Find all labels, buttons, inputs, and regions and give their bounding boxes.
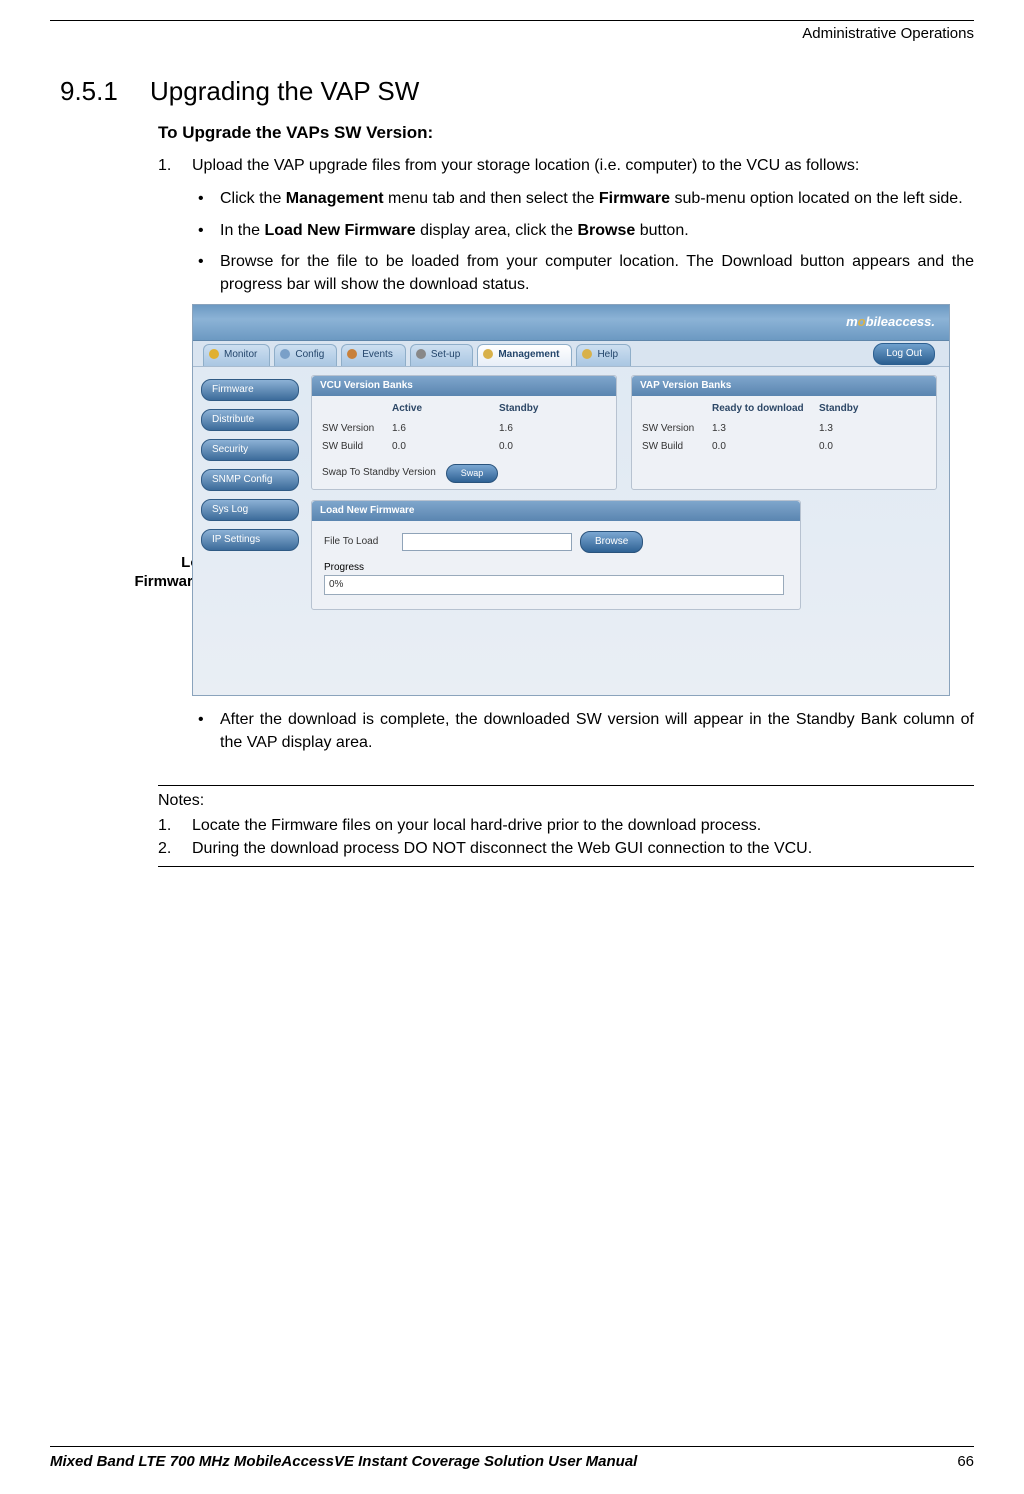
vap-col-ready: Ready to download xyxy=(712,402,819,416)
bullet-2: In the Load New Firmware display area, c… xyxy=(192,219,974,242)
footer-title: Mixed Band LTE 700 MHz MobileAccessVE In… xyxy=(50,1453,637,1470)
step-1-text: Upload the VAP upgrade files from your s… xyxy=(192,157,859,174)
tab-help[interactable]: Help xyxy=(576,344,631,366)
screenshot: mobileaccess. Monitor Config Events Set-… xyxy=(192,304,950,696)
vap-panel-title: VAP Version Banks xyxy=(632,376,936,396)
vcu-col-active: Active xyxy=(392,402,499,416)
note-2: 2.During the download process DO NOT dis… xyxy=(158,837,974,860)
swap-label: Swap To Standby Version xyxy=(322,466,436,480)
sidebar-item-snmp[interactable]: SNMP Config xyxy=(201,469,299,491)
bell-icon xyxy=(347,349,357,359)
vap-build-standby: 0.0 xyxy=(819,440,926,454)
sidebar-item-distribute[interactable]: Distribute xyxy=(201,409,299,431)
vap-row-version-label: SW Version xyxy=(642,422,712,436)
tab-setup[interactable]: Set-up xyxy=(410,344,473,366)
tab-bar: Monitor Config Events Set-up Management … xyxy=(193,341,949,367)
load-panel-title: Load New Firmware xyxy=(312,501,800,521)
load-firmware-panel: Load New Firmware File To Load Browse Pr… xyxy=(311,500,801,610)
vap-row-build-label: SW Build xyxy=(642,440,712,454)
logout-button[interactable]: Log Out xyxy=(873,343,935,365)
tab-events[interactable]: Events xyxy=(341,344,406,366)
vap-build-ready: 0.0 xyxy=(712,440,819,454)
vap-panel: VAP Version Banks Ready to download Stan… xyxy=(631,375,937,490)
wrench-icon xyxy=(280,349,290,359)
vcu-col-standby: Standby xyxy=(499,402,606,416)
step-1: 1. Upload the VAP upgrade files from you… xyxy=(158,155,974,755)
vcu-row-version-label: SW Version xyxy=(322,422,392,436)
vcu-build-standby: 0.0 xyxy=(499,440,606,454)
logo: mobileaccess. xyxy=(846,313,935,331)
page-header-right: Administrative Operations xyxy=(50,25,974,42)
progress-bar: 0% xyxy=(324,575,784,595)
tool-icon xyxy=(416,349,426,359)
vcu-version-standby: 1.6 xyxy=(499,422,606,436)
vap-version-ready: 1.3 xyxy=(712,422,819,436)
bulb-icon xyxy=(209,349,219,359)
vcu-panel: VCU Version Banks Active Standby xyxy=(311,375,617,490)
side-nav: Firmware Distribute Security SNMP Config… xyxy=(193,367,307,695)
sub-heading: To Upgrade the VAPs SW Version: xyxy=(158,123,974,143)
bullet-3: Browse for the file to be loaded from yo… xyxy=(192,250,974,296)
section-title: Upgrading the VAP SW xyxy=(150,76,419,106)
bullet-1: Click the Management menu tab and then s… xyxy=(192,187,974,210)
browse-button[interactable]: Browse xyxy=(580,531,643,553)
file-to-load-input[interactable] xyxy=(402,533,572,551)
vap-version-standby: 1.3 xyxy=(819,422,926,436)
vap-col-standby: Standby xyxy=(819,402,926,416)
note-1: 1.Locate the Firmware files on your loca… xyxy=(158,814,974,837)
vcu-row-build-label: SW Build xyxy=(322,440,392,454)
notes-block: Notes: 1.Locate the Firmware files on yo… xyxy=(50,785,974,867)
help-icon xyxy=(582,349,592,359)
section-heading: 9.5.1Upgrading the VAP SW xyxy=(50,76,974,107)
progress-label: Progress xyxy=(324,561,788,575)
vcu-build-active: 0.0 xyxy=(392,440,499,454)
sidebar-item-security[interactable]: Security xyxy=(201,439,299,461)
tab-config[interactable]: Config xyxy=(274,344,337,366)
tab-monitor[interactable]: Monitor xyxy=(203,344,270,366)
swap-button[interactable]: Swap xyxy=(446,464,499,483)
tab-management[interactable]: Management xyxy=(477,344,572,366)
step-1-marker: 1. xyxy=(158,155,171,177)
notes-heading: Notes: xyxy=(158,792,974,810)
sidebar-item-firmware[interactable]: Firmware xyxy=(201,379,299,401)
app-header: mobileaccess. xyxy=(193,305,949,341)
file-to-load-label: File To Load xyxy=(324,535,394,549)
sidebar-item-syslog[interactable]: Sys Log xyxy=(201,499,299,521)
bullet-4: After the download is complete, the down… xyxy=(192,708,974,754)
vcu-panel-title: VCU Version Banks xyxy=(312,376,616,396)
vcu-version-active: 1.6 xyxy=(392,422,499,436)
page-number: 66 xyxy=(957,1453,974,1470)
sidebar-item-ip[interactable]: IP Settings xyxy=(201,529,299,551)
mgmt-icon xyxy=(483,349,493,359)
section-number: 9.5.1 xyxy=(60,76,150,107)
